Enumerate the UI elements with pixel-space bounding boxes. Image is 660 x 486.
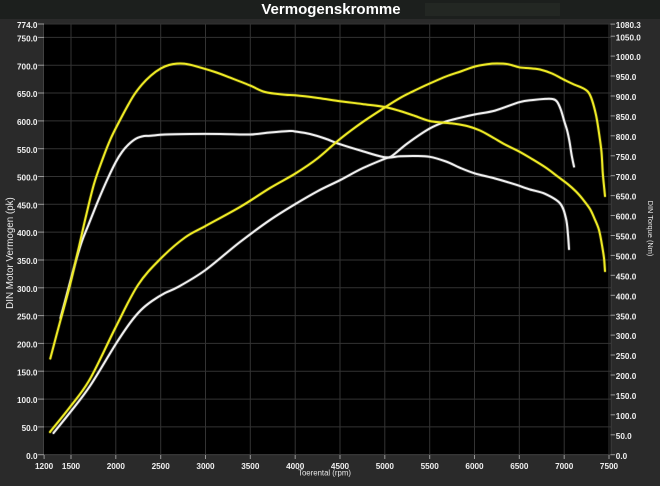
svg-text:250.0: 250.0 bbox=[616, 352, 637, 361]
svg-text:1200: 1200 bbox=[35, 462, 54, 471]
svg-text:1050.0: 1050.0 bbox=[616, 33, 641, 42]
svg-text:774.0: 774.0 bbox=[17, 21, 38, 30]
svg-text:DIN Motor Vermogen (pk): DIN Motor Vermogen (pk) bbox=[5, 197, 16, 309]
svg-text:550.0: 550.0 bbox=[616, 233, 637, 242]
svg-text:350.0: 350.0 bbox=[616, 312, 637, 321]
svg-text:7000: 7000 bbox=[555, 462, 574, 471]
svg-text:100.0: 100.0 bbox=[17, 396, 38, 405]
svg-text:4500: 4500 bbox=[331, 462, 350, 471]
svg-text:200.0: 200.0 bbox=[17, 341, 38, 350]
svg-text:250.0: 250.0 bbox=[17, 313, 38, 322]
svg-text:2000: 2000 bbox=[107, 462, 126, 471]
svg-text:750.0: 750.0 bbox=[17, 35, 38, 44]
svg-text:6500: 6500 bbox=[510, 462, 529, 471]
svg-text:5000: 5000 bbox=[376, 462, 395, 471]
svg-text:50.0: 50.0 bbox=[616, 432, 632, 441]
svg-text:3500: 3500 bbox=[241, 462, 260, 471]
svg-text:300.0: 300.0 bbox=[17, 285, 38, 294]
svg-text:0.0: 0.0 bbox=[616, 452, 628, 461]
svg-text:950.0: 950.0 bbox=[616, 73, 637, 82]
svg-text:50.0: 50.0 bbox=[22, 424, 38, 433]
svg-text:700.0: 700.0 bbox=[616, 173, 637, 182]
svg-text:500.0: 500.0 bbox=[616, 253, 637, 262]
svg-text:600.0: 600.0 bbox=[616, 213, 637, 222]
svg-text:150.0: 150.0 bbox=[17, 368, 38, 377]
svg-text:1500: 1500 bbox=[62, 462, 81, 471]
svg-text:350.0: 350.0 bbox=[17, 257, 38, 266]
svg-text:0.0: 0.0 bbox=[26, 452, 38, 461]
svg-text:Vermogenskromme: Vermogenskromme bbox=[261, 1, 400, 18]
svg-text:2500: 2500 bbox=[152, 462, 171, 471]
svg-text:Toerental (rpm): Toerental (rpm) bbox=[298, 469, 351, 478]
svg-text:1000.0: 1000.0 bbox=[616, 53, 641, 62]
svg-text:650.0: 650.0 bbox=[616, 193, 637, 202]
svg-text:450.0: 450.0 bbox=[17, 201, 38, 210]
svg-text:600.0: 600.0 bbox=[17, 118, 38, 127]
svg-text:400.0: 400.0 bbox=[616, 292, 637, 301]
svg-text:400.0: 400.0 bbox=[17, 229, 38, 238]
svg-text:150.0: 150.0 bbox=[616, 392, 637, 401]
svg-text:800.0: 800.0 bbox=[616, 133, 637, 142]
svg-text:300.0: 300.0 bbox=[616, 332, 637, 341]
svg-text:100.0: 100.0 bbox=[616, 412, 637, 421]
svg-text:900.0: 900.0 bbox=[616, 93, 637, 102]
svg-text:DIN Torque (Nm): DIN Torque (Nm) bbox=[646, 201, 655, 257]
svg-text:750.0: 750.0 bbox=[616, 153, 637, 162]
svg-text:1080.3: 1080.3 bbox=[616, 21, 641, 30]
svg-text:200.0: 200.0 bbox=[616, 372, 637, 381]
svg-text:3000: 3000 bbox=[196, 462, 215, 471]
svg-text:450.0: 450.0 bbox=[616, 272, 637, 281]
svg-text:6000: 6000 bbox=[465, 462, 484, 471]
svg-text:5500: 5500 bbox=[421, 462, 440, 471]
svg-text:4000: 4000 bbox=[286, 462, 305, 471]
svg-text:650.0: 650.0 bbox=[17, 90, 38, 99]
svg-text:500.0: 500.0 bbox=[17, 174, 38, 183]
svg-text:850.0: 850.0 bbox=[616, 113, 637, 122]
svg-text:700.0: 700.0 bbox=[17, 62, 38, 71]
svg-text:7500: 7500 bbox=[600, 462, 619, 471]
svg-text:550.0: 550.0 bbox=[17, 146, 38, 155]
